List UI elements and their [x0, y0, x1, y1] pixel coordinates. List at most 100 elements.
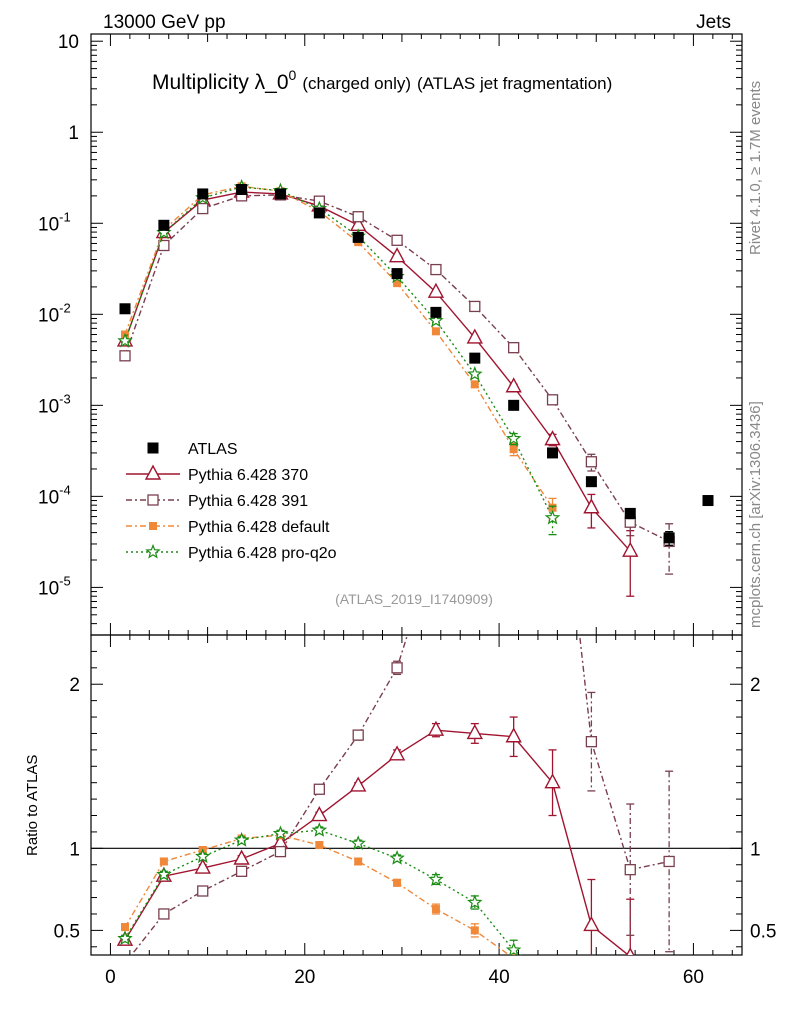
point-pythia-6-428-391: [508, 342, 520, 354]
ratio-point-pythia-6-428-370: [544, 773, 561, 789]
ratio-point-pythia-6-428-391: [391, 662, 403, 674]
ratio-series-group: [116, 635, 675, 955]
point-pythia-6-428-370: [622, 541, 639, 557]
ratio-point-pythia-6-428-391: [235, 865, 248, 877]
ratio-point-pythia-6-428-pro-q2o: [428, 871, 444, 887]
ratio-point-pythia-6-428-pro-q2o: [233, 831, 250, 847]
point-atlas: [702, 495, 714, 507]
ratio-line-pythia-6-428-pro-q2o: [124, 829, 522, 955]
point-atlas: [236, 183, 248, 195]
point-pythia-6-428-391: [585, 456, 598, 468]
point-pythia-6-428-391: [469, 300, 481, 313]
ratio-tick-label-right: 2: [750, 675, 761, 696]
mcplots-label: mcplots.cern.ch [arXiv:1306.3436]: [747, 401, 764, 628]
y-tick-exponent: -4: [59, 482, 71, 497]
point-atlas: [158, 219, 170, 231]
legend-label-pythia-6-428-391: Pythia 6.428 391: [188, 493, 308, 510]
ratio-point-pythia-6-428-default: [121, 923, 130, 932]
ratio-line-pythia-6-428-default: [124, 834, 511, 955]
ratio-panel-frame: [90, 634, 743, 956]
point-pythia-6-428-391: [546, 394, 559, 406]
main-series-group: [116, 178, 714, 597]
legend-marker-pythia-6-428-default: [149, 522, 157, 530]
point-atlas: [391, 268, 403, 280]
ratio-point-pythia-6-428-pro-q2o: [117, 930, 133, 946]
series-atlas: [119, 183, 714, 546]
ratio-tick-label-right: 1: [750, 839, 761, 860]
point-atlas: [547, 447, 559, 459]
ratio-point-pythia-6-428-pro-q2o: [195, 848, 211, 864]
point-pythia-6-428-default: [470, 380, 479, 389]
y-tick-mantissa: 10: [38, 305, 59, 326]
point-pythia-6-428-pro-q2o: [428, 312, 444, 328]
y-tick-label: 10: [58, 32, 79, 53]
ratio-ylabel: Ratio to ATLAS: [24, 755, 41, 856]
series-line-pythia-6-428-370: [124, 191, 631, 552]
point-pythia-6-428-391: [352, 211, 364, 223]
ratio-point-pythia-6-428-pro-q2o: [156, 866, 172, 882]
y-tick-mantissa: 10: [38, 396, 59, 417]
y-tick-label: 10-5: [38, 573, 71, 599]
y-tick-mantissa: 10: [38, 487, 59, 508]
point-atlas: [352, 231, 364, 243]
y-tick-exponent: -2: [59, 300, 71, 315]
legend: ATLAS Pythia 6.428 370 Pythia 6.428 391 Pyt…: [126, 441, 337, 562]
legend-entry-pythia-6-428-370: Pythia 6.428 370: [126, 464, 308, 484]
ratio-point-pythia-6-428-370: [505, 727, 522, 743]
ratio-point-pythia-6-428-391: [197, 885, 209, 897]
ratio-point-pythia-6-428-default: [315, 841, 324, 850]
point-pythia-6-428-391: [391, 234, 403, 246]
point-atlas: [430, 306, 442, 318]
y-tick-label: 10-1: [38, 209, 71, 235]
y-tick-exponent: -3: [59, 391, 71, 406]
y-tick-label: 10-3: [38, 391, 71, 417]
point-pythia-6-428-pro-q2o: [505, 430, 522, 446]
title-superscript: 0: [289, 67, 297, 83]
ratio-line-pythia-6-428-370: [124, 729, 630, 955]
point-pythia-6-428-370: [427, 282, 445, 298]
ratio-point-pythia-6-428-370: [311, 806, 328, 822]
ratio-point-pythia-6-428-370: [466, 723, 483, 740]
title-main: Multiplicity λ_0: [152, 71, 289, 94]
ratio-point-pythia-6-428-370: [350, 776, 367, 792]
header-jets: Jets: [696, 12, 731, 33]
ratio-point-pythia-6-428-default: [470, 926, 479, 935]
ratio-point-pythia-6-428-370: [194, 858, 211, 874]
ratio-point-pythia-6-428-391: [352, 729, 364, 741]
ratio-tick-label-left: 0.5: [54, 921, 80, 942]
point-atlas: [624, 507, 636, 519]
legend-entry-pythia-6-428-391: Pythia 6.428 391: [126, 493, 308, 510]
ratio-point-pythia-6-428-default: [431, 905, 440, 914]
ratio-point-pythia-6-428-pro-q2o: [467, 894, 483, 910]
ratio-point-pythia-6-428-370: [233, 849, 250, 865]
ratio-point-pythia-6-428-370: [388, 745, 406, 761]
legend-label-pythia-6-428-pro-q2o: Pythia 6.428 pro-q2o: [188, 545, 337, 562]
legend-label-pythia-6-428-370: Pythia 6.428 370: [188, 467, 308, 484]
ratio-point-pythia-6-428-default: [354, 857, 363, 866]
point-pythia-6-428-391: [119, 350, 131, 362]
ratio-point-pythia-6-428-pro-q2o: [505, 941, 522, 955]
ratio-point-pythia-6-428-370: [583, 915, 600, 932]
legend-entry-atlas: ATLAS: [147, 441, 238, 458]
point-pythia-6-428-default: [431, 327, 440, 336]
legend-entry-pythia-6-428-pro-q2o: Pythia 6.428 pro-q2o: [126, 543, 337, 562]
ratio-point-pythia-6-428-391: [158, 908, 170, 920]
ratio-tick-label-left: 1: [69, 839, 80, 860]
ratio-point-pythia-6-428-pro-q2o: [272, 825, 289, 841]
y-tick-label: 1: [68, 123, 79, 144]
series-line-pythia-6-428-pro-q2o: [124, 186, 554, 519]
series-line-pythia-6-428-default: [124, 185, 554, 509]
ratio-point-pythia-6-428-default: [159, 857, 168, 866]
rivet-label: Rivet 4.1.0, ≥ 1.7M events: [747, 81, 764, 255]
point-pythia-6-428-391: [197, 202, 209, 215]
point-pythia-6-428-370: [505, 377, 522, 393]
y-tick-label: 10-4: [38, 482, 71, 508]
point-atlas: [197, 188, 209, 200]
ratio-axis-ticks: 0 20 40 60 0.5 0.5 1 1 2 2: [54, 635, 776, 988]
ratio-point-pythia-6-428-pro-q2o: [311, 822, 328, 837]
chart-title: Multiplicity λ_00 (charged only) (ATLAS je…: [152, 67, 612, 94]
ratio-tick-label-left: 2: [69, 675, 80, 696]
point-pythia-6-428-370: [544, 430, 561, 446]
point-pythia-6-428-pro-q2o: [467, 366, 483, 381]
